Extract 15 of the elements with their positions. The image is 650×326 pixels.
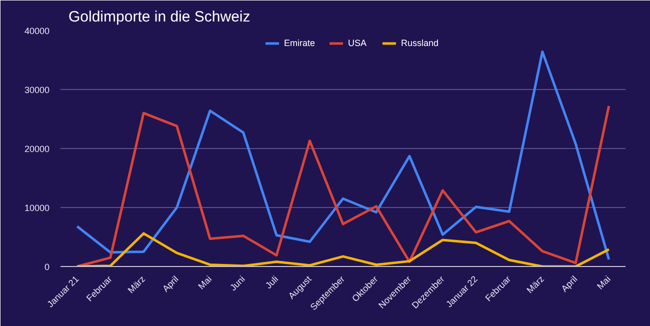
y-tick-label: 20000 bbox=[24, 144, 50, 154]
y-tick-label: 40000 bbox=[24, 26, 50, 36]
legend-label: Emirate bbox=[284, 38, 316, 48]
y-tick-label: 10000 bbox=[24, 203, 50, 213]
chart-title: Goldimporte in die Schweiz bbox=[68, 8, 250, 26]
y-tick-label: 0 bbox=[44, 262, 50, 272]
x-tick-label: Mai bbox=[196, 274, 214, 292]
x-tick-label: Mai bbox=[595, 274, 612, 292]
line-series bbox=[76, 50, 610, 261]
legend-label: Russland bbox=[401, 38, 439, 48]
line-series bbox=[76, 232, 610, 266]
x-tick-label: Juli bbox=[263, 274, 280, 291]
legend-label: USA bbox=[348, 38, 368, 48]
x-tick-label: Juni bbox=[228, 274, 247, 293]
y-tick-label: 30000 bbox=[24, 85, 50, 95]
